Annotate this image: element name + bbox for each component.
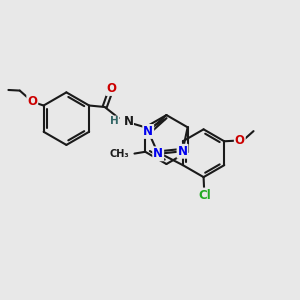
Text: CH₃: CH₃	[110, 149, 129, 159]
Text: Cl: Cl	[198, 188, 211, 202]
Text: N: N	[178, 145, 188, 158]
Text: O: O	[235, 134, 245, 147]
Text: O: O	[27, 95, 37, 108]
Text: N: N	[153, 147, 163, 160]
Text: H: H	[110, 116, 119, 126]
Text: O: O	[106, 82, 116, 95]
Text: N: N	[124, 115, 134, 128]
Text: N: N	[143, 125, 153, 138]
